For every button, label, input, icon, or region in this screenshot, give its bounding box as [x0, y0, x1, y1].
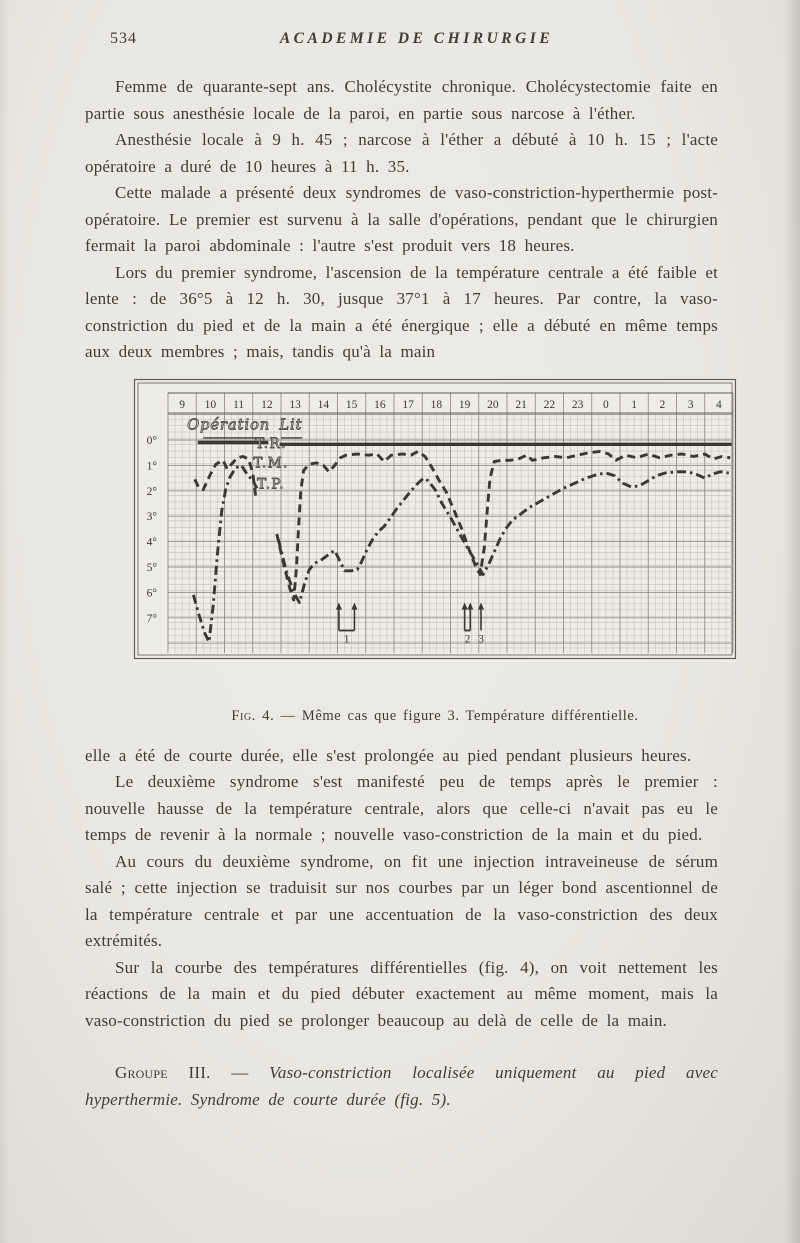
- chart-svg: 9 10 11 12 13 14 15 16 17 18 19 20 21 22 23 0 1 2 3 40°1°2°…: [133, 377, 737, 662]
- series-tm: [193, 454, 258, 500]
- x-tick-label: 14: [318, 399, 330, 411]
- paragraph: Anesthésie locale à 9 h. 45 ; narcose à …: [85, 130, 718, 176]
- x-tick-label: 3: [688, 399, 694, 411]
- group-heading: Groupe III. — Vaso-constriction localisé…: [85, 1060, 718, 1113]
- x-tick-label: 10: [205, 399, 217, 411]
- series-tm: [275, 449, 731, 601]
- y-tick-label: 5°: [147, 562, 158, 574]
- x-tick-label: 15: [346, 399, 358, 411]
- temperature-chart: 9 10 11 12 13 14 15 16 17 18 19 20 21 22 23 0 1 2 3 4 0° 1° 2°…: [133, 377, 737, 662]
- x-tick-label: 17: [402, 399, 414, 411]
- y-tick-label: 4°: [147, 536, 158, 548]
- x-tick-label: 19: [459, 399, 471, 411]
- x-tick-label: 16: [374, 399, 386, 411]
- page-number: 534: [110, 30, 137, 47]
- paragraph: Femme de quarante-sept ans. Cholécystite…: [85, 77, 718, 123]
- x-tick-label: 2: [660, 399, 666, 411]
- x-tick-label: 21: [515, 399, 527, 411]
- group-heading-italic: Vaso-constriction localisée uniquement a…: [85, 1063, 718, 1109]
- y-tick-label: 3°: [147, 511, 158, 523]
- chart-annotation: Lit: [278, 417, 302, 433]
- y-tick-label: 6°: [147, 587, 158, 599]
- y-tick-label: 2°: [147, 485, 158, 497]
- paragraph: Au cours du deuxième syndrome, on fit un…: [85, 851, 718, 951]
- injection-label: 1: [344, 633, 350, 645]
- x-tick-label: 11: [233, 399, 244, 411]
- group-heading-dash: —: [210, 1063, 270, 1082]
- series-label: T.M.: [253, 455, 288, 471]
- series-label: T.P.: [257, 476, 285, 492]
- page-content: 534 ACADEMIE DE CHIRURGIE Femme de quara…: [85, 30, 737, 1114]
- chart-annotation: Opération: [187, 417, 270, 433]
- figure-caption: Fig. 4. — Même cas que figure 3. Tempéra…: [133, 708, 737, 725]
- paragraph: Le deuxième syndrome s'est manifesté peu…: [85, 772, 718, 844]
- x-tick-label: 18: [431, 399, 443, 411]
- injection-label: 2: [465, 633, 471, 645]
- paragraph: Cette malade a présenté deux syndromes d…: [85, 183, 718, 255]
- y-tick-label: 7°: [147, 612, 158, 624]
- paragraph: Lors du premier syndrome, l'ascension de…: [85, 262, 718, 362]
- series-label: T.R.: [255, 436, 287, 452]
- x-tick-label: 13: [289, 399, 301, 411]
- x-tick-label: 12: [261, 399, 273, 411]
- x-tick-label: 0: [603, 399, 609, 411]
- paragraph: Sur la courbe des températures différent…: [85, 957, 718, 1030]
- figure-caption-text: — Même cas que figure 3. Température dif…: [274, 707, 639, 724]
- series-tp: [192, 463, 259, 643]
- x-tick-label: 9: [179, 399, 185, 411]
- paragraph: elle a été de courte durée, elle s'est p…: [85, 745, 692, 765]
- x-tick-label: 23: [572, 399, 584, 411]
- x-tick-label: 22: [544, 399, 556, 411]
- group-heading-lead: Groupe III.: [115, 1063, 211, 1082]
- x-tick-label: 1: [631, 399, 637, 411]
- x-tick-label: 20: [487, 399, 499, 411]
- journal-title: ACADEMIE DE CHIRURGIE: [279, 30, 554, 47]
- figure-4: 9 10 11 12 13 14 15 16 17 18 19 20 21 22 23 0 1 2 3 4 0° 1° 2°…: [133, 377, 737, 725]
- body-text-bottom: elle a été de courte durée, elle s'est p…: [85, 743, 718, 1114]
- body-text-top: Femme de quarante-sept ans. Cholécystite…: [85, 74, 718, 366]
- figure-caption-label: Fig. 4.: [231, 707, 275, 724]
- y-tick-label: 0°: [147, 435, 158, 447]
- series-tp: [276, 469, 730, 604]
- x-tick-label: 4: [716, 399, 722, 411]
- page-header: 534 ACADEMIE DE CHIRURGIE: [85, 30, 718, 54]
- injection-label: 3: [478, 633, 484, 645]
- y-tick-label: 1°: [147, 460, 158, 472]
